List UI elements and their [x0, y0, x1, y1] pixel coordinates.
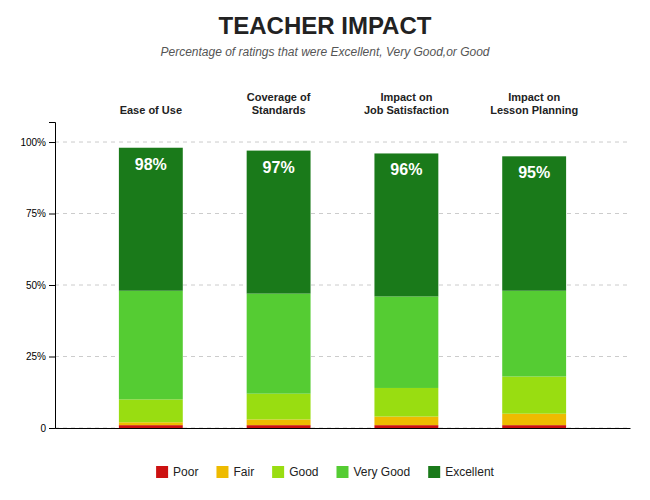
grid: [55, 142, 630, 428]
legend-label: Poor: [173, 465, 198, 479]
bar-segment: [502, 156, 566, 290]
legend-swatch: [336, 466, 348, 478]
bar-segment: [119, 425, 183, 428]
legend-swatch: [156, 466, 168, 478]
bar-segment: [119, 291, 183, 400]
plot: 98% 97% 96% 95% 0 25% 50% 75% 100% Ease of Use Cov…: [20, 91, 630, 434]
category-label: Coverage ofStandards: [247, 91, 311, 116]
x-axis-line: [56, 428, 631, 429]
title: TEACHER IMPACT: [219, 12, 432, 39]
category-label: Ease of Use: [120, 104, 182, 116]
y-tick-label: 75%: [26, 208, 46, 219]
category-label: Impact onJob Satisfaction: [364, 91, 449, 116]
bar-segment: [247, 419, 311, 425]
legend-swatch: [428, 466, 440, 478]
y-axis-line: [49, 123, 56, 429]
legend-item: Good: [272, 465, 318, 479]
series: [119, 425, 566, 428]
bar-segment: [119, 148, 183, 291]
y-tick-mark: [49, 428, 55, 429]
annotation: 97%: [263, 159, 295, 176]
x-axis: [56, 428, 631, 429]
legend-label: Very Good: [353, 465, 410, 479]
legend-item: Excellent: [428, 465, 494, 479]
legend-label: Excellent: [445, 465, 494, 479]
y-tick-label: 25%: [26, 351, 46, 362]
category-tick: Coverage ofStandards: [247, 91, 311, 116]
series: [119, 291, 566, 400]
series: [119, 377, 566, 423]
bar-segment: [374, 388, 438, 417]
bar-segment: [119, 399, 183, 422]
bar-segment: [247, 294, 311, 394]
category-tick: Impact onLesson Planning: [490, 91, 578, 116]
annotation: 96%: [390, 161, 422, 178]
y-tick-label: 0: [40, 423, 46, 434]
legend-item: Fair: [216, 465, 254, 479]
legend-label: Fair: [233, 465, 254, 479]
y-tick-label: 50%: [26, 280, 46, 291]
y-tick-mark: [49, 214, 55, 215]
category-label: Impact onLesson Planning: [490, 91, 578, 116]
bar-segment: [502, 291, 566, 377]
legend-swatch: [272, 466, 284, 478]
series: [119, 414, 566, 425]
bar-segment: [502, 377, 566, 414]
annotation: 95%: [518, 164, 550, 181]
bar-segment: [247, 394, 311, 420]
series: [119, 148, 566, 297]
grid-line: [55, 142, 630, 143]
bar-segment: [119, 422, 183, 425]
y-axis: 0 25% 50% 75% 100%: [20, 123, 55, 434]
y-tick-mark: [49, 357, 55, 358]
legend: Poor Fair Good Very Good Excellent: [156, 465, 494, 479]
bar-segment: [374, 425, 438, 428]
annotations: 98% 97% 96% 95%: [135, 156, 550, 182]
annotation: 98%: [135, 156, 167, 173]
y-tick-mark: [49, 142, 55, 143]
y-tick-label: 100%: [20, 137, 46, 148]
chart: TEACHER IMPACT Percentage of ratings that…: [0, 0, 650, 500]
bar-segment: [502, 414, 566, 425]
bar-segment: [374, 296, 438, 388]
bar-segment: [247, 425, 311, 428]
legend-label: Good: [289, 465, 318, 479]
category-axis: Ease of Use Coverage ofStandards Impact on…: [120, 91, 579, 116]
bars: [119, 148, 566, 428]
y-tick: 100%: [20, 137, 55, 148]
bar-segment: [247, 151, 311, 294]
y-tick: 25%: [26, 351, 55, 362]
y-tick-mark: [49, 285, 55, 286]
legend-item: Very Good: [336, 465, 410, 479]
legend-item: Poor: [156, 465, 198, 479]
y-tick: 50%: [26, 280, 55, 291]
category-tick: Impact onJob Satisfaction: [364, 91, 449, 116]
y-tick: 0: [40, 423, 55, 434]
legend-swatch: [216, 466, 228, 478]
subtitle: Percentage of ratings that were Excellen…: [160, 45, 489, 59]
bar-segment: [502, 425, 566, 428]
bar-segment: [374, 417, 438, 426]
y-tick: 75%: [26, 208, 55, 219]
category-tick: Ease of Use: [120, 104, 182, 116]
bar-segment: [374, 153, 438, 296]
